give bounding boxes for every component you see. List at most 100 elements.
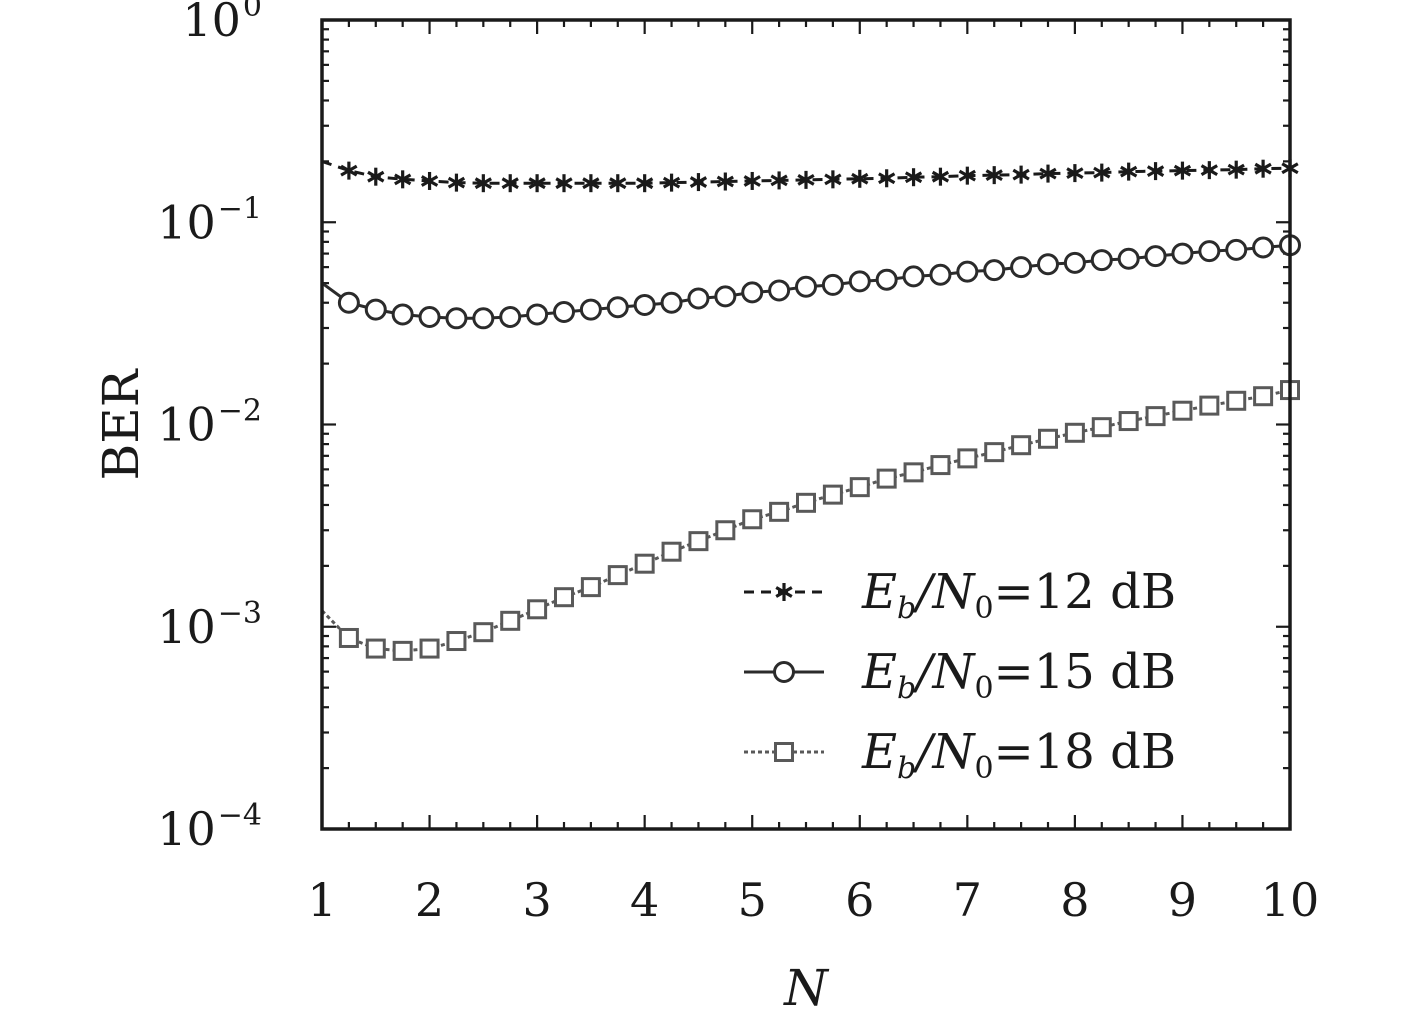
asterisk-marker xyxy=(1173,161,1192,180)
square-marker xyxy=(1038,428,1058,449)
square-marker xyxy=(392,640,413,661)
legend-entry: Eb/N0=12 dB xyxy=(744,564,1176,626)
square-marker xyxy=(661,541,682,562)
y-tick-label: 10−4 xyxy=(157,798,262,856)
circle-marker xyxy=(526,303,549,326)
square-marker xyxy=(984,442,1005,463)
square-marker xyxy=(849,477,870,498)
square-marker xyxy=(607,565,628,586)
asterisk-marker xyxy=(931,167,950,186)
asterisk-marker xyxy=(716,172,734,191)
asterisk-marker xyxy=(1227,160,1245,179)
asterisk-marker xyxy=(394,170,412,189)
x-tick-label: 10 xyxy=(1261,873,1320,927)
y-tick-label: 100 xyxy=(182,0,262,47)
circle-marker xyxy=(875,268,898,291)
circle-marker xyxy=(956,260,979,283)
y-tick-label: 10−2 xyxy=(157,394,262,452)
circle-marker xyxy=(821,273,844,296)
circle-marker xyxy=(364,298,387,321)
asterisk-marker xyxy=(1093,163,1111,182)
square-marker xyxy=(1118,411,1139,432)
asterisk-marker xyxy=(743,171,761,190)
legend-label: Eb/N0=12 dB xyxy=(861,564,1176,626)
square-marker xyxy=(876,468,897,489)
square-marker xyxy=(1253,386,1274,407)
y-tick-label: 10−3 xyxy=(157,596,262,654)
asterisk-marker xyxy=(985,166,1003,185)
square-marker xyxy=(1145,406,1166,427)
square-marker xyxy=(338,627,359,648)
asterisk-marker xyxy=(609,174,627,193)
square-marker xyxy=(774,742,794,762)
circle-marker xyxy=(902,265,925,288)
circle-marker xyxy=(579,298,602,321)
asterisk-marker xyxy=(1012,165,1030,184)
circle-marker xyxy=(1063,251,1086,274)
square-marker xyxy=(1226,390,1247,411)
square-marker xyxy=(903,462,924,483)
circle-marker xyxy=(1171,242,1194,265)
circle-marker xyxy=(391,303,414,326)
asterisk-marker xyxy=(689,173,708,192)
square-marker xyxy=(580,577,601,598)
circle-marker xyxy=(773,661,795,683)
circle-marker xyxy=(553,300,575,323)
asterisk-marker xyxy=(851,169,869,188)
square-marker xyxy=(500,610,521,631)
asterisk-marker xyxy=(878,169,896,188)
circle-marker xyxy=(337,291,360,314)
square-marker xyxy=(688,531,709,552)
circle-marker xyxy=(1225,238,1248,261)
legend-label: Eb/N0=18 dB xyxy=(861,724,1176,786)
x-tick-label: 6 xyxy=(845,873,874,927)
legend-entry: Eb/N0=15 dB xyxy=(744,644,1176,706)
circle-marker xyxy=(1010,256,1033,279)
circle-marker xyxy=(1090,249,1113,272)
circle-marker xyxy=(741,281,764,304)
circle-marker xyxy=(768,279,791,302)
plot-frame xyxy=(320,18,1292,831)
square-marker xyxy=(930,455,951,476)
square-marker xyxy=(1011,435,1032,456)
asterisk-marker xyxy=(555,174,573,193)
circle-marker xyxy=(1144,245,1167,268)
square-marker xyxy=(742,509,763,530)
legend: Eb/N0=12 dB Eb/N0=15 dB Eb/N0=18 dB xyxy=(744,564,1176,786)
circle-marker xyxy=(848,270,871,293)
circle-marker xyxy=(1198,240,1221,263)
asterisk-marker xyxy=(340,161,358,180)
circle-marker xyxy=(929,263,952,286)
asterisk-marker xyxy=(636,174,654,193)
square-marker xyxy=(365,638,386,659)
asterisk-marker xyxy=(447,173,466,192)
circle-marker xyxy=(1117,247,1140,270)
circle-marker xyxy=(606,296,629,319)
asterisk-marker xyxy=(420,171,439,190)
square-marker xyxy=(769,501,790,522)
square-marker xyxy=(527,599,548,620)
asterisk-marker xyxy=(582,174,600,193)
circle-marker xyxy=(418,306,441,329)
square-marker xyxy=(1064,422,1085,443)
square-marker xyxy=(822,484,843,505)
axis-ticks xyxy=(320,18,1292,831)
asterisk-marker xyxy=(1120,162,1138,181)
x-tick-label: 9 xyxy=(1168,873,1197,927)
asterisk-marker xyxy=(775,583,793,601)
asterisk-marker xyxy=(662,173,681,192)
circle-marker xyxy=(445,307,468,330)
asterisk-marker xyxy=(958,166,976,185)
x-tick-label: 5 xyxy=(738,873,767,927)
circle-marker xyxy=(1252,236,1275,259)
square-marker xyxy=(419,638,440,659)
square-marker xyxy=(634,553,655,574)
square-marker xyxy=(796,492,816,513)
x-tick-label: 2 xyxy=(415,873,444,927)
square-marker xyxy=(1199,395,1220,416)
circle-marker xyxy=(795,275,817,298)
circle-marker xyxy=(1037,253,1059,276)
asterisk-marker xyxy=(824,170,842,189)
asterisk-marker xyxy=(1254,159,1272,178)
asterisk-marker xyxy=(1200,161,1218,180)
